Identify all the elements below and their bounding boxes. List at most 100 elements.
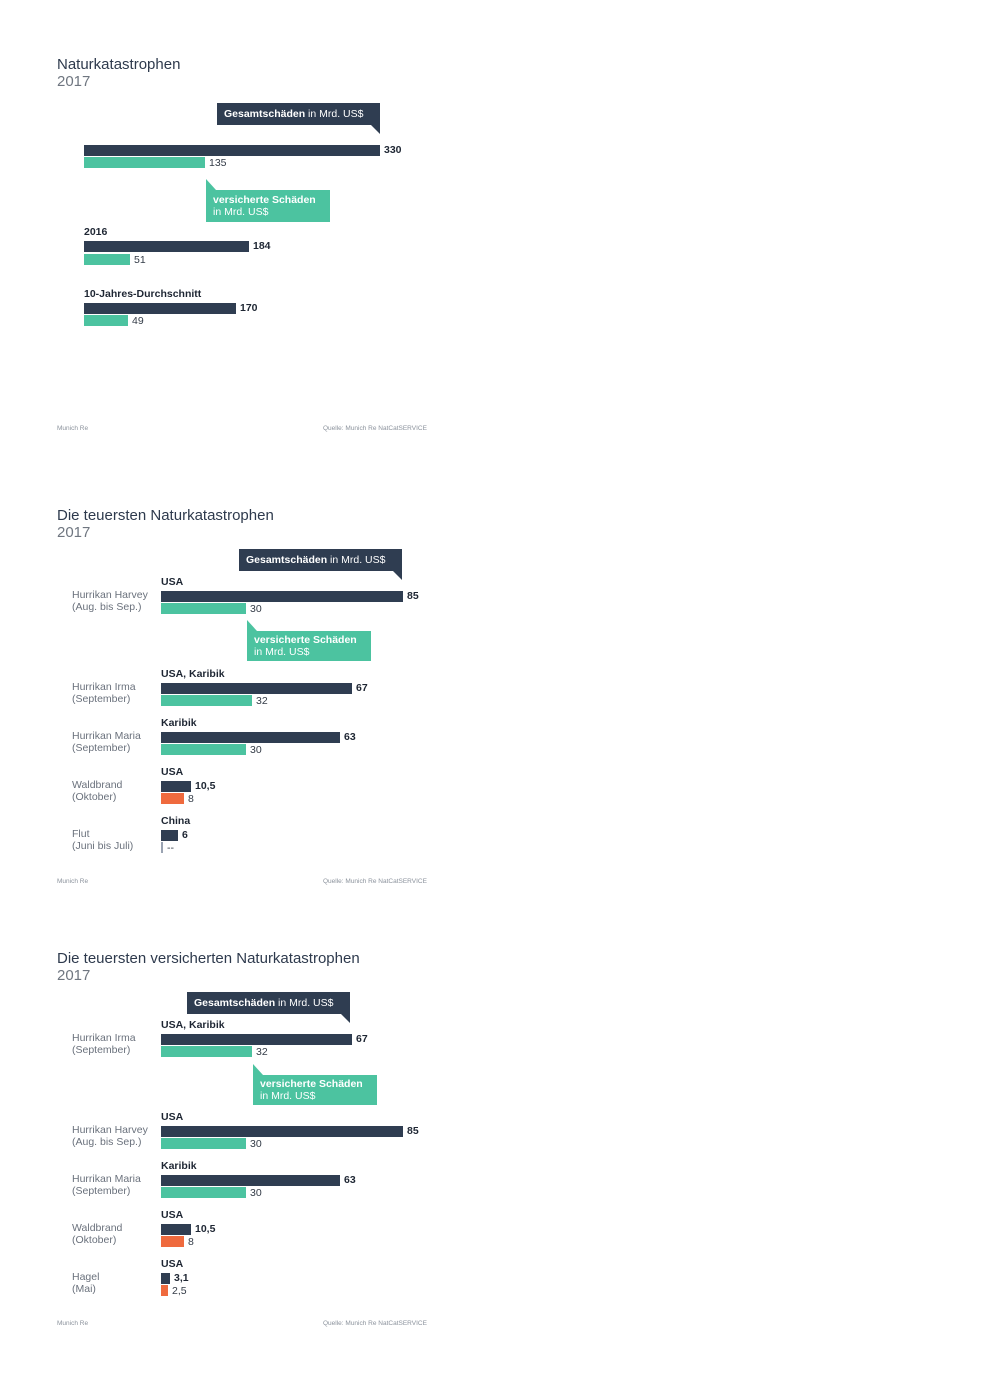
row-label: Hurrikan Harvey (Aug. bis Sep.) bbox=[72, 589, 148, 613]
bar-total bbox=[161, 781, 191, 792]
region-label: China bbox=[161, 815, 191, 827]
bar-total bbox=[161, 1224, 191, 1235]
callout-rest: in Mrd. US$ bbox=[327, 554, 386, 566]
value-label-insured: 8 bbox=[188, 1236, 194, 1248]
row-label-line1: Hurrikan Maria bbox=[72, 1173, 141, 1185]
value-label-total: 67 bbox=[356, 1033, 368, 1045]
bar-insured-10y bbox=[84, 315, 128, 326]
bar-insured-2017 bbox=[84, 157, 205, 168]
footer-left: Munich Re bbox=[57, 1320, 89, 1327]
region-label: USA bbox=[161, 766, 184, 778]
row-label-line1: Waldbrand bbox=[72, 1222, 123, 1234]
value-label-total: 184 bbox=[253, 240, 271, 252]
bar-total bbox=[161, 591, 403, 602]
value-label-insured: 49 bbox=[132, 315, 144, 327]
row-label: Hurrikan Maria (September) bbox=[72, 730, 141, 754]
value-label-insured: -- bbox=[167, 842, 174, 854]
bar-insured bbox=[161, 695, 252, 706]
bar-insured bbox=[161, 1046, 252, 1057]
bar-total bbox=[161, 1273, 170, 1284]
chart-subtitle: 2017 bbox=[57, 967, 91, 984]
row-label-line2: (Aug. bis Sep.) bbox=[72, 601, 142, 613]
value-label-insured: 135 bbox=[209, 157, 227, 169]
region-label: USA bbox=[161, 1258, 184, 1270]
row-label: Hurrikan Maria (September) bbox=[72, 1173, 141, 1197]
value-label-insured: 30 bbox=[250, 1187, 262, 1199]
value-label-insured: 30 bbox=[250, 744, 262, 756]
row-label-line1: Flut bbox=[72, 828, 90, 840]
row-label-line2: (Oktober) bbox=[72, 791, 117, 803]
row-label-line2: (September) bbox=[72, 742, 131, 754]
value-label-total: 85 bbox=[407, 1125, 419, 1137]
value-label-total: 10,5 bbox=[195, 780, 216, 792]
footer-left: Munich Re bbox=[57, 878, 89, 885]
category-label: 2016 bbox=[84, 226, 108, 238]
insured-legend-callout: versicherte Schäden in Mrd. US$ bbox=[206, 179, 330, 222]
region-label: USA bbox=[161, 1209, 184, 1221]
value-label-total: 63 bbox=[344, 1174, 356, 1186]
bar-insured bbox=[161, 744, 246, 755]
row-label-line1: Hagel bbox=[72, 1271, 100, 1283]
bar-total bbox=[161, 683, 352, 694]
bar-total bbox=[161, 830, 178, 841]
value-label-total: 6 bbox=[182, 829, 188, 841]
region-label: USA, Karibik bbox=[161, 668, 225, 680]
row-label: Hurrikan Irma (September) bbox=[72, 1032, 136, 1056]
bar-total bbox=[161, 1126, 403, 1137]
bar-total bbox=[161, 1175, 340, 1186]
value-label-insured: 32 bbox=[256, 695, 268, 707]
value-label-total: 63 bbox=[344, 731, 356, 743]
callout-bold: Gesamtschäden bbox=[246, 554, 328, 566]
bar-total-2016 bbox=[84, 241, 249, 252]
value-label-insured: 8 bbox=[188, 793, 194, 805]
bar-insured bbox=[161, 1285, 168, 1296]
total-legend-callout: Gesamtschäden in Mrd. US$ bbox=[239, 549, 402, 580]
callout-line1: versicherte Schäden bbox=[254, 634, 357, 646]
callout-line1: versicherte Schäden bbox=[260, 1078, 363, 1090]
bar-total-2017 bbox=[84, 145, 380, 156]
row-label-line1: Hurrikan Irma bbox=[72, 681, 136, 693]
row-label-line2: (September) bbox=[72, 693, 131, 705]
value-label-insured: 32 bbox=[256, 1046, 268, 1058]
callout-rest: in Mrd. US$ bbox=[305, 108, 364, 120]
region-label: Karibik bbox=[161, 1160, 197, 1172]
bar-insured bbox=[161, 603, 246, 614]
bar-total bbox=[161, 1034, 352, 1045]
footer-left: Munich Re bbox=[57, 425, 89, 432]
row-label-line2: (Mai) bbox=[72, 1283, 96, 1295]
value-label-total: 330 bbox=[384, 144, 402, 156]
value-label-insured: 30 bbox=[250, 603, 262, 615]
row-label: Hagel (Mai) bbox=[72, 1271, 99, 1295]
footer-source: Quelle: Munich Re NatCatSERVICE bbox=[323, 425, 427, 432]
insured-legend-callout: versicherte Schäden in Mrd. US$ bbox=[247, 620, 371, 661]
chart-title: Die teuersten Naturkatastrophen bbox=[57, 507, 274, 524]
value-label-total: 170 bbox=[240, 302, 258, 314]
row-label: Waldbrand (Oktober) bbox=[72, 1222, 122, 1246]
row-label: Hurrikan Irma (September) bbox=[72, 681, 136, 705]
row-label-line1: Hurrikan Harvey bbox=[72, 589, 148, 601]
row-label: Flut (Juni bis Juli) bbox=[72, 828, 133, 852]
value-label-insured: 51 bbox=[134, 254, 146, 266]
bar-insured bbox=[161, 1138, 246, 1149]
total-legend-callout: Gesamtschäden in Mrd. US$ bbox=[217, 103, 380, 134]
bar-insured bbox=[161, 1236, 184, 1247]
bar-insured bbox=[161, 1187, 246, 1198]
bar-insured bbox=[161, 793, 184, 804]
value-label-insured: 30 bbox=[250, 1138, 262, 1150]
region-label: Karibik bbox=[161, 717, 197, 729]
row-label-line1: Hurrikan Harvey bbox=[72, 1124, 148, 1136]
row-label-line2: (Juni bis Juli) bbox=[72, 840, 134, 852]
category-label: 10-Jahres-Durchschnitt bbox=[84, 288, 202, 300]
value-label-insured: 2,5 bbox=[172, 1285, 187, 1297]
bar-total-10y bbox=[84, 303, 236, 314]
bar-insured-2016 bbox=[84, 254, 130, 265]
callout-rest: in Mrd. US$ bbox=[275, 997, 334, 1009]
value-label-total: 85 bbox=[407, 590, 419, 602]
callout-line2: in Mrd. US$ bbox=[213, 206, 269, 218]
callout-line2: in Mrd. US$ bbox=[254, 646, 310, 658]
row-label-line2: (Aug. bis Sep.) bbox=[72, 1136, 142, 1148]
row-label-line2: (Oktober) bbox=[72, 1234, 117, 1246]
value-label-total: 67 bbox=[356, 682, 368, 694]
insured-legend-callout: versicherte Schäden in Mrd. US$ bbox=[253, 1064, 377, 1105]
callout-line2: in Mrd. US$ bbox=[260, 1090, 316, 1102]
